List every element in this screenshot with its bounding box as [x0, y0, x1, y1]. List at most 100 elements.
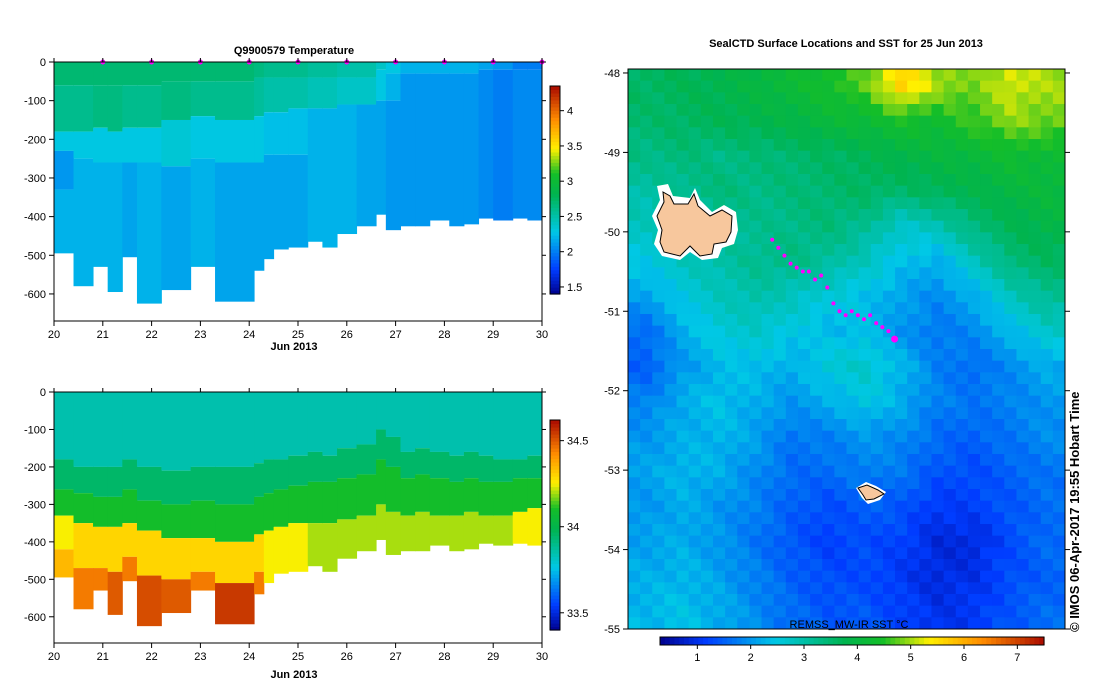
sst-cell [967, 489, 981, 502]
sst-cell [992, 559, 1005, 572]
sst-cell [907, 349, 920, 362]
section-cell [273, 526, 289, 574]
sst-cell [725, 92, 738, 105]
sst-cell [749, 605, 763, 618]
section-cell [415, 392, 431, 449]
sst-cell [749, 325, 763, 338]
colorbar-segment [550, 525, 560, 530]
lat-tick-label: -50 [604, 227, 620, 239]
sst-cell [640, 489, 653, 502]
colorbar-segment [550, 200, 560, 205]
sst-cell [749, 617, 763, 630]
sst-cell [810, 174, 823, 187]
sst-cell [858, 174, 872, 187]
colorbar-segment [664, 637, 671, 645]
sst-cell [943, 232, 957, 245]
sst-cell [676, 115, 690, 128]
sst-cell [700, 267, 714, 280]
section-cell [449, 392, 465, 456]
sst-cell [810, 267, 823, 280]
section-cell [254, 496, 265, 535]
section-cell [161, 470, 192, 505]
sst-cell [895, 255, 908, 268]
colorbar-segment [1010, 637, 1016, 645]
sst-cell [1016, 92, 1030, 105]
sst-cell [1052, 104, 1066, 117]
sst-cell [1004, 279, 1017, 292]
sst-cell [761, 197, 775, 210]
sst-cell [992, 617, 1005, 630]
sst-cell [797, 489, 811, 502]
sst-cell [1052, 500, 1066, 513]
section-cell [107, 62, 123, 86]
sst-cell [725, 489, 738, 502]
colorbar-segment [794, 637, 800, 645]
sst-cell [1028, 465, 1042, 478]
sst-cell [725, 430, 738, 443]
sst-cell [895, 314, 908, 327]
sst-cell [858, 139, 872, 152]
sst-cell [919, 325, 932, 338]
sst-cell [628, 162, 641, 175]
sst-cell [712, 465, 726, 478]
colorbar-segment [861, 637, 867, 645]
colorbar-segment [550, 612, 560, 617]
sst-cell [773, 524, 787, 537]
sst-cell [761, 104, 775, 117]
sst-cell [737, 174, 750, 187]
sst-cell [1052, 594, 1066, 607]
sst-cell [628, 489, 641, 502]
sst-cell [773, 559, 787, 572]
section-cell [415, 511, 431, 552]
sst-cell [931, 582, 945, 595]
section-cell [337, 77, 358, 105]
sst-cell [822, 570, 835, 583]
sst-cell [1040, 302, 1054, 315]
colorbar-segment [550, 110, 560, 115]
section-cell [307, 108, 323, 242]
section-cell [307, 451, 323, 482]
sst-cell [797, 524, 811, 537]
sst-cell [712, 442, 726, 455]
sst-cell [700, 104, 714, 117]
sst-cell [810, 442, 823, 455]
sst-cell [822, 617, 835, 630]
section-cell [215, 81, 255, 120]
sst-cell [967, 232, 981, 245]
sst-cell [640, 582, 653, 595]
sst-cell [676, 535, 690, 548]
sst-cell [810, 605, 823, 618]
colorbar-segment [550, 235, 560, 240]
sst-cell [919, 582, 932, 595]
section-cell [107, 571, 123, 615]
sst-cell [749, 127, 763, 140]
sst-cell [1052, 430, 1066, 443]
sst-cell [688, 442, 702, 455]
sst-cell [858, 535, 872, 548]
sst-cell [846, 197, 860, 210]
sst-cell [640, 290, 653, 303]
sst-cell [797, 92, 811, 105]
sst-cell [895, 139, 908, 152]
sst-cell [895, 220, 908, 233]
sst-cell [725, 80, 738, 93]
sst-cell [1004, 69, 1017, 82]
sst-cell [919, 69, 932, 82]
section-cell [322, 392, 338, 456]
sst-cell [700, 454, 714, 467]
colorbar-segment [550, 626, 560, 631]
sst-cell [834, 535, 847, 548]
sst-cell [688, 617, 702, 630]
sst-cell [955, 605, 969, 618]
sst-cell [700, 430, 714, 443]
sst-cell [967, 430, 981, 443]
x-tick-label: 25 [292, 329, 304, 341]
sst-cell [895, 209, 908, 222]
section-cell [429, 478, 450, 516]
seal-location-point [880, 325, 885, 330]
sst-cell [676, 454, 690, 467]
sst-cell [870, 512, 884, 525]
sst-cell [725, 360, 738, 373]
sst-cell [1028, 605, 1042, 618]
sst-cell [664, 174, 678, 187]
